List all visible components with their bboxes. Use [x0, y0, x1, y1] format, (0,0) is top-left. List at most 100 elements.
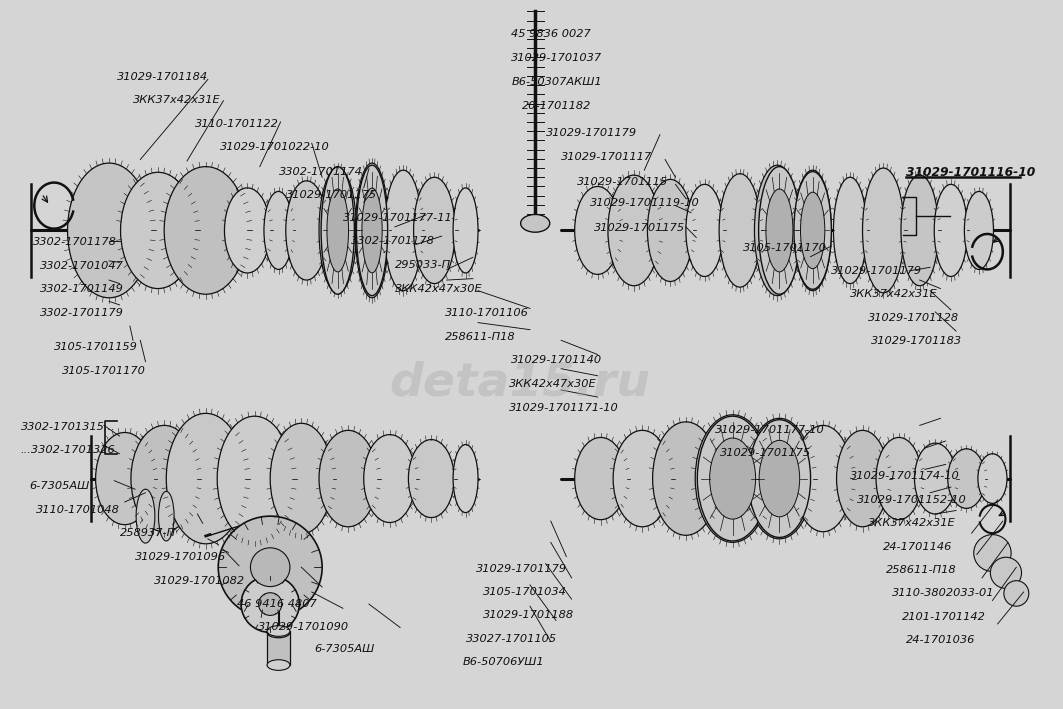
Text: 2101-1701142: 2101-1701142 — [902, 612, 985, 622]
Text: 3110-1701122: 3110-1701122 — [196, 119, 280, 129]
Text: 3302-1701178: 3302-1701178 — [33, 238, 117, 247]
Text: 3302-1701174: 3302-1701174 — [279, 167, 362, 177]
Ellipse shape — [164, 167, 248, 294]
Ellipse shape — [934, 184, 967, 277]
Text: 3КК37х42х31Е: 3КК37х42х31Е — [850, 289, 938, 299]
Ellipse shape — [120, 172, 196, 289]
Text: 258611-П18: 258611-П18 — [444, 332, 516, 342]
Ellipse shape — [267, 659, 290, 671]
Text: 31029-1701119-10: 31029-1701119-10 — [590, 199, 701, 208]
Text: 31029-1701175: 31029-1701175 — [286, 190, 377, 200]
Ellipse shape — [608, 175, 660, 286]
Text: 20-1701182: 20-1701182 — [522, 101, 591, 111]
Ellipse shape — [521, 214, 550, 233]
Ellipse shape — [794, 425, 853, 532]
Ellipse shape — [647, 179, 693, 281]
Text: 258611-П18: 258611-П18 — [887, 565, 957, 575]
Ellipse shape — [319, 168, 356, 293]
Ellipse shape — [991, 557, 1022, 588]
Ellipse shape — [224, 188, 270, 273]
Text: 3КК42х47х30Е: 3КК42х47х30Е — [509, 379, 597, 389]
Ellipse shape — [68, 163, 151, 298]
Ellipse shape — [914, 443, 956, 514]
Ellipse shape — [748, 420, 811, 537]
Ellipse shape — [217, 416, 292, 541]
Ellipse shape — [356, 165, 388, 296]
Ellipse shape — [355, 163, 389, 298]
Ellipse shape — [166, 413, 246, 544]
Ellipse shape — [759, 167, 800, 294]
Text: 31029-1701175: 31029-1701175 — [594, 223, 686, 233]
Text: 31029-1701177-10: 31029-1701177-10 — [715, 425, 825, 435]
Ellipse shape — [1003, 581, 1029, 606]
Text: 3105-1701159: 3105-1701159 — [54, 342, 138, 352]
Ellipse shape — [948, 449, 985, 508]
Text: 31029-1701183: 31029-1701183 — [871, 336, 962, 346]
Text: 3302-1701149: 3302-1701149 — [39, 284, 123, 294]
Text: 6-7305АШ: 6-7305АШ — [314, 644, 374, 654]
Ellipse shape — [653, 422, 720, 535]
Text: 3КК37х42х31Е: 3КК37х42х31Е — [867, 518, 956, 528]
Text: 3105-1701170: 3105-1701170 — [743, 243, 827, 253]
Text: 295033-П: 295033-П — [394, 260, 451, 270]
Ellipse shape — [251, 548, 290, 586]
Text: 31029-1701117: 31029-1701117 — [561, 152, 653, 162]
Text: 31029-1701152-10: 31029-1701152-10 — [858, 495, 967, 505]
Ellipse shape — [575, 186, 621, 274]
Text: 31029-1701082: 31029-1701082 — [154, 576, 244, 586]
Ellipse shape — [286, 181, 327, 280]
Ellipse shape — [575, 437, 626, 520]
Ellipse shape — [794, 172, 831, 289]
Text: 31029-1701184: 31029-1701184 — [117, 72, 208, 82]
Text: 31029-1701188: 31029-1701188 — [484, 610, 574, 620]
Text: 31029-1701179: 31029-1701179 — [476, 564, 567, 574]
Text: 33027-1701105: 33027-1701105 — [466, 634, 557, 644]
Text: 3302-1701178: 3302-1701178 — [351, 236, 435, 246]
Ellipse shape — [613, 430, 672, 527]
Ellipse shape — [695, 415, 770, 542]
Text: 3105-1701034: 3105-1701034 — [484, 587, 567, 597]
Text: 45 9836 0027: 45 9836 0027 — [511, 29, 591, 39]
Text: 6-7305АШ: 6-7305АШ — [29, 481, 89, 491]
Ellipse shape — [765, 189, 793, 272]
Ellipse shape — [258, 593, 282, 615]
Ellipse shape — [131, 425, 198, 532]
Ellipse shape — [794, 170, 831, 291]
Text: 24-1701036: 24-1701036 — [906, 635, 976, 645]
Text: 3110-3802033-01: 3110-3802033-01 — [892, 588, 994, 598]
Ellipse shape — [158, 491, 174, 541]
Ellipse shape — [414, 177, 455, 284]
Text: 31029-1701128: 31029-1701128 — [867, 313, 959, 323]
Ellipse shape — [218, 516, 322, 618]
Ellipse shape — [978, 454, 1007, 503]
Text: 31029-1701022-10: 31029-1701022-10 — [220, 143, 330, 152]
Ellipse shape — [264, 191, 293, 269]
Ellipse shape — [759, 440, 799, 517]
Text: 31029-1701090: 31029-1701090 — [257, 623, 349, 632]
Ellipse shape — [720, 174, 761, 287]
Ellipse shape — [755, 165, 800, 296]
Text: 31029-1701179: 31029-1701179 — [545, 128, 637, 138]
Text: 31029-1701140: 31029-1701140 — [511, 355, 603, 365]
Text: 24-1701146: 24-1701146 — [883, 542, 952, 552]
Text: В6-50307АКШ1: В6-50307АКШ1 — [511, 77, 602, 87]
Text: deta15.ru: deta15.ru — [389, 360, 651, 406]
Ellipse shape — [837, 430, 889, 527]
Text: 3КК37х42х31Е: 3КК37х42х31Е — [133, 95, 221, 105]
Ellipse shape — [241, 576, 300, 632]
Ellipse shape — [901, 175, 939, 286]
Ellipse shape — [319, 430, 377, 527]
Ellipse shape — [361, 188, 383, 273]
Ellipse shape — [267, 626, 290, 637]
Ellipse shape — [321, 167, 354, 294]
Text: 31029-1701116-10: 31029-1701116-10 — [906, 166, 1035, 179]
Text: 46 9416 4807: 46 9416 4807 — [237, 599, 317, 609]
Ellipse shape — [408, 440, 454, 518]
Ellipse shape — [697, 416, 767, 541]
Ellipse shape — [833, 177, 866, 284]
Text: 3302-1701179: 3302-1701179 — [39, 308, 123, 318]
Text: 31029-1701037: 31029-1701037 — [511, 53, 603, 63]
Ellipse shape — [364, 435, 416, 523]
Ellipse shape — [327, 189, 349, 272]
Text: 31029-1701096: 31029-1701096 — [135, 552, 226, 562]
